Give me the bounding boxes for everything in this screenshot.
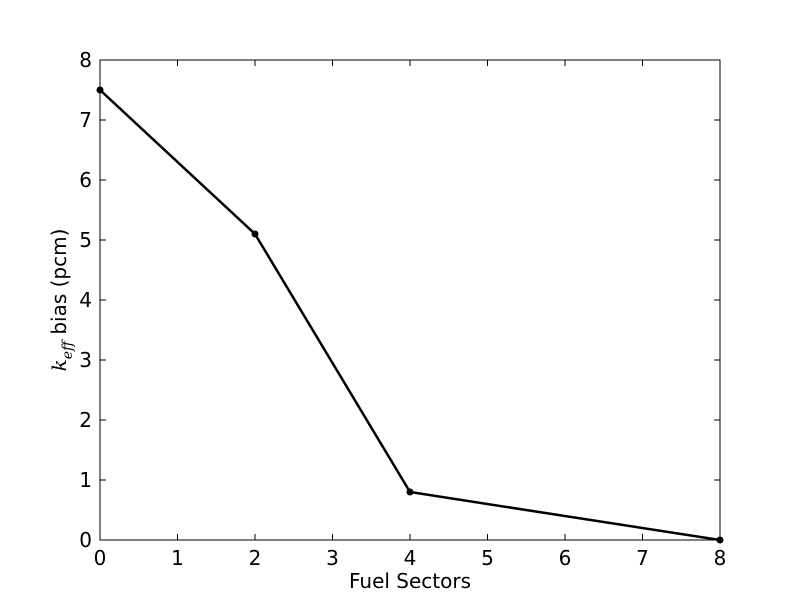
x-tick-label: 2 [249, 546, 262, 570]
y-axis-label-subscript: eff [60, 339, 76, 359]
y-tick-label: 8 [79, 48, 92, 72]
y-axis-label-text: bias (pcm) [47, 229, 71, 341]
x-tick-label: 6 [559, 546, 572, 570]
plot-area [99, 59, 721, 541]
data-point [96, 86, 104, 94]
y-tick-label: 7 [79, 108, 92, 132]
y-tick-label: 3 [79, 348, 92, 372]
y-axis-label: keff bias (pcm) [47, 229, 76, 372]
x-tick-label: 8 [714, 546, 727, 570]
series-group [96, 86, 724, 544]
x-tick-label: 1 [171, 546, 184, 570]
series-line [99, 89, 721, 542]
x-tick-label: 3 [326, 546, 339, 570]
x-tick-label: 4 [404, 546, 417, 570]
y-tick-label: 5 [79, 228, 92, 252]
x-axis-label: Fuel Sectors [349, 569, 471, 593]
x-tick-label: 5 [481, 546, 494, 570]
y-tick-label: 1 [79, 468, 92, 492]
y-tick-label: 0 [79, 528, 92, 552]
y-tick-label: 6 [79, 168, 92, 192]
x-tick-label: 7 [636, 546, 649, 570]
axis-ticks: 0 1 2 3 4 5 6 7 8 0 1 2 3 4 5 6 7 8 [79, 48, 726, 570]
data-point [251, 230, 259, 238]
y-tick-label: 4 [79, 288, 92, 312]
y-axis-label-symbol: k [47, 359, 71, 371]
y-tick-label: 2 [79, 408, 92, 432]
x-tick-label: 0 [94, 546, 107, 570]
data-point [716, 536, 724, 544]
data-point [406, 488, 414, 496]
